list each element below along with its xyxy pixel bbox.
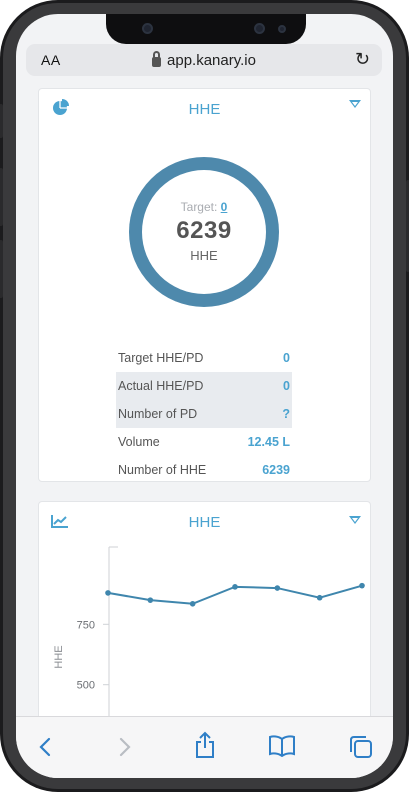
- text-size-button[interactable]: AA: [41, 52, 61, 68]
- donut-center: Target: 0 6239 HHE: [142, 170, 266, 294]
- chevron-left-icon[interactable]: [38, 737, 52, 757]
- y-axis-label: HHE: [53, 645, 65, 668]
- mute-switch: [0, 104, 3, 138]
- stat-row: Number of HHE 6239: [116, 456, 292, 484]
- trend-card-title: HHE: [188, 514, 221, 531]
- stats-list: Target HHE/PD 0 Actual HHE/PD 0 Number of PD…: [116, 344, 292, 484]
- sensor-icon: [278, 25, 286, 33]
- stat-label: Actual HHE/PD: [118, 379, 204, 393]
- total-unit: HHE: [190, 248, 218, 263]
- lock-icon: [152, 50, 162, 67]
- pie-chart-icon: [53, 99, 69, 115]
- stat-value: 0: [283, 379, 290, 393]
- sensor-icon: [254, 23, 265, 34]
- target-label: Target:: [180, 200, 218, 214]
- url-text: app.kanary.io: [167, 51, 256, 69]
- data-point[interactable]: [232, 584, 238, 590]
- volume-up-button: [0, 168, 3, 226]
- stat-label: Target HHE/PD: [118, 351, 204, 365]
- stat-value: 0: [283, 351, 290, 365]
- total-value: 6239: [176, 217, 232, 244]
- target-value-link[interactable]: 0: [220, 200, 228, 214]
- stat-row: Number of PD?: [116, 400, 292, 428]
- data-point[interactable]: [147, 597, 154, 603]
- page-content: HHE Target: 0 6239 HHE Target HHE/PD 0 Act…: [16, 80, 393, 716]
- hhe-line-chart: HHE 250500750: [53, 546, 365, 716]
- stat-label: Number of PD: [118, 407, 198, 421]
- summary-card-title: HHE: [188, 101, 221, 118]
- data-point[interactable]: [274, 585, 281, 591]
- data-point[interactable]: [105, 590, 111, 596]
- line-chart-icon: [51, 515, 68, 528]
- hhe-donut: Target: 0 6239 HHE: [129, 157, 279, 307]
- book-icon[interactable]: [269, 735, 295, 757]
- notch: [106, 14, 306, 44]
- y-tick-label: 750: [77, 619, 95, 631]
- volume-down-button: [0, 240, 3, 298]
- screen: AA app.kanary.io ↻ HHE: [16, 14, 393, 778]
- trend-card: HHE HHE 250500750: [38, 501, 371, 716]
- stat-row: Actual HHE/PD 0: [116, 372, 292, 400]
- stat-value: ?: [282, 407, 290, 421]
- data-point[interactable]: [359, 582, 365, 589]
- summary-card: HHE Target: 0 6239 HHE Target HHE/PD 0 Act…: [38, 88, 371, 482]
- power-button: [406, 180, 409, 272]
- stat-label: Volume: [118, 435, 160, 449]
- text-size-label: AA: [41, 52, 61, 68]
- stat-value: 12.45 L: [247, 435, 290, 449]
- stat-value: 6239: [262, 463, 290, 477]
- stat-row: Target HHE/PD 0: [116, 344, 292, 372]
- stat-row: Volume 12.45 L: [116, 428, 292, 456]
- reload-icon[interactable]: ↻: [354, 49, 370, 69]
- browser-toolbar: [16, 716, 393, 778]
- chevron-right-icon[interactable]: [118, 737, 132, 757]
- address-bar[interactable]: AA app.kanary.io ↻: [26, 44, 382, 76]
- target-line: Target: 0: [142, 200, 266, 214]
- stat-label: Number of HHE: [118, 463, 207, 477]
- share-icon[interactable]: [194, 731, 216, 759]
- y-tick-label: 500: [77, 680, 95, 692]
- data-point[interactable]: [316, 594, 323, 601]
- tabs-icon[interactable]: [349, 735, 373, 759]
- dropdown-icon[interactable]: [349, 516, 361, 524]
- camera-icon: [142, 23, 153, 34]
- dropdown-icon[interactable]: [349, 100, 361, 108]
- data-point[interactable]: [189, 600, 196, 607]
